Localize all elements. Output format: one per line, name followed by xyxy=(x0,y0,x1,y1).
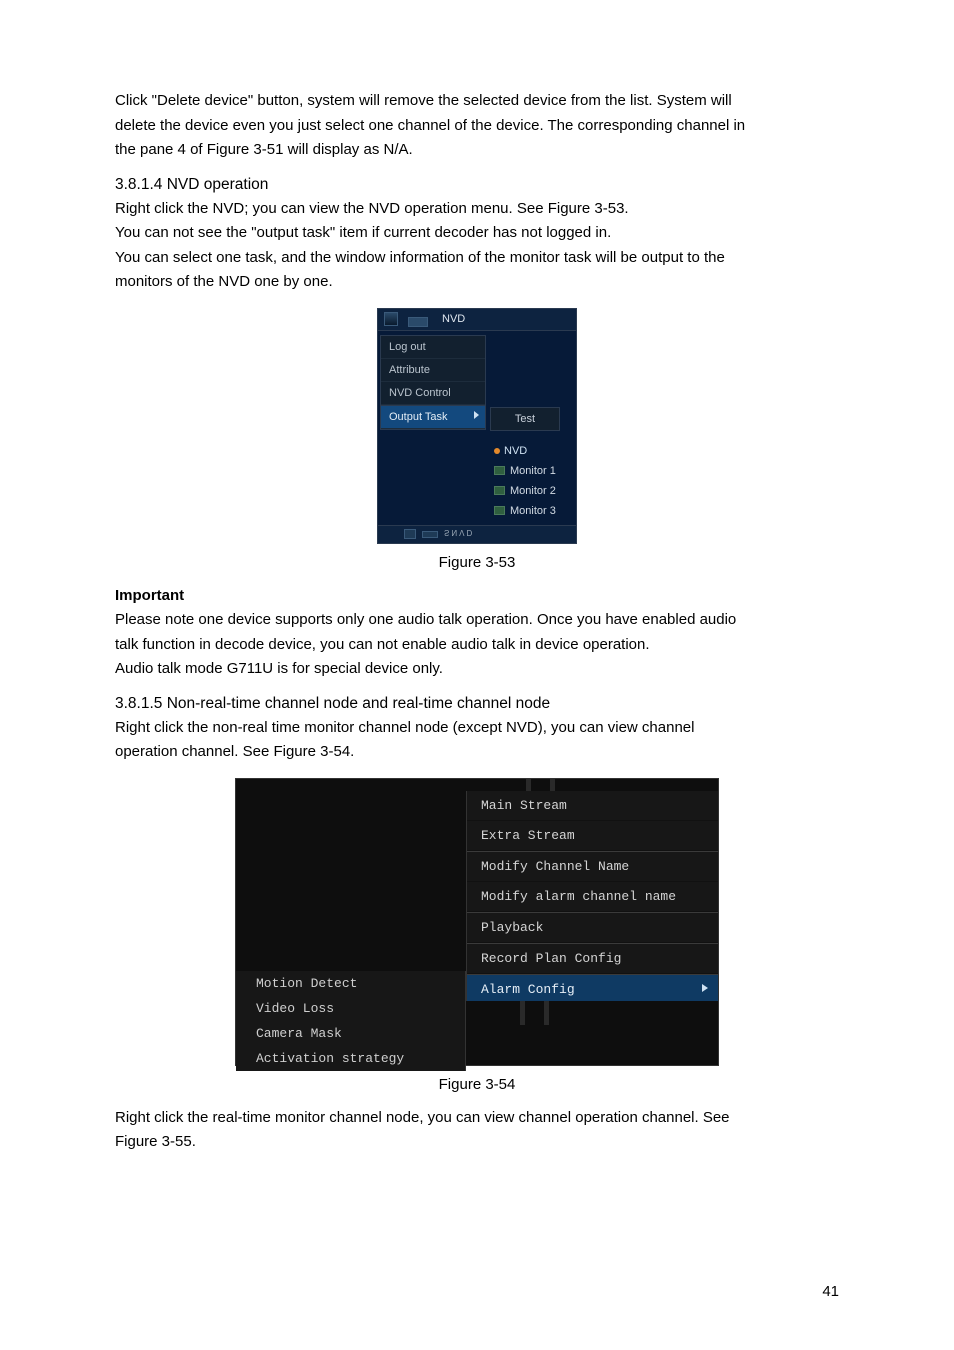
important-paragraph: Please note one device supports only one… xyxy=(115,609,839,681)
monitor-icon xyxy=(494,506,505,515)
text-line: Audio talk mode G711U is for special dev… xyxy=(115,658,839,681)
nvd-titlebar: NVD xyxy=(378,309,576,331)
grid-stub xyxy=(466,1001,718,1065)
menu-item-extra-stream[interactable]: Extra Stream xyxy=(467,821,718,851)
footer-text: SNVD xyxy=(444,528,474,537)
menu-item-modify-alarm-name[interactable]: Modify alarm channel name xyxy=(467,882,718,912)
figure-3-54-caption: Figure 3-54 xyxy=(115,1076,839,1093)
text-line: Please note one device supports only one… xyxy=(115,609,839,632)
text-line: Figure 3-55. xyxy=(115,1131,839,1154)
tree-node-label: Monitor 1 xyxy=(510,465,556,477)
monitor-icon xyxy=(494,466,505,475)
submenu-arrow-icon xyxy=(702,984,708,992)
text-line: You can not see the "output task" item i… xyxy=(115,222,839,245)
text-line: delete the device even you just select o… xyxy=(115,115,839,138)
titlebar-label: NVD xyxy=(442,313,465,325)
output-task-submenu: Test xyxy=(490,407,560,431)
text-line: Right click the real-time monitor channe… xyxy=(115,1107,839,1130)
menu-item-attribute[interactable]: Attribute xyxy=(381,359,485,382)
grid-line-icon xyxy=(526,779,531,791)
nvd-operation-paragraph: Right click the NVD; you can view the NV… xyxy=(115,198,839,294)
menu-item-record-plan[interactable]: Record Plan Config xyxy=(467,943,718,974)
blank-area xyxy=(236,791,466,971)
tree-root-nvd[interactable]: NVD xyxy=(494,443,572,461)
nvd-footer: SNVD xyxy=(378,525,576,543)
submenu-item-camera-mask[interactable]: Camera Mask xyxy=(236,1021,465,1046)
footer-icon xyxy=(422,531,438,538)
channel-node-paragraph: Right click the non-real time monitor ch… xyxy=(115,717,839,764)
device-tree: NVD Monitor 1 Monitor 2 Monitor 3 xyxy=(490,439,576,525)
text-line: talk function in decode device, you can … xyxy=(115,634,839,657)
menu-item-output-task[interactable]: Output Task xyxy=(381,405,485,429)
menu-item-logout[interactable]: Log out xyxy=(381,336,485,359)
figure-3-54-screenshot: Main Stream Extra Stream Modify Channel … xyxy=(235,778,719,1066)
context-menu: Log out Attribute NVD Control Output Tas… xyxy=(380,335,486,430)
figure-3-53-caption: Figure 3-53 xyxy=(115,554,839,571)
menu-item-label: Alarm Config xyxy=(481,982,575,997)
menu-item-modify-channel-name[interactable]: Modify Channel Name xyxy=(467,851,718,882)
text-line: Click "Delete device" button, system wil… xyxy=(115,90,839,113)
text-line: operation channel. See Figure 3-54. xyxy=(115,741,839,764)
text-line: monitors of the NVD one by one. xyxy=(115,271,839,294)
figure-3-53-screenshot: NVD Log out Attribute NVD Control Output… xyxy=(377,308,577,544)
text-line: Right click the NVD; you can view the NV… xyxy=(115,198,839,221)
tree-node-monitor-3[interactable]: Monitor 3 xyxy=(494,501,572,521)
tree-node-monitor-1[interactable]: Monitor 1 xyxy=(494,461,572,481)
window-icon xyxy=(408,317,428,327)
text-line: the pane 4 of Figure 3-51 will display a… xyxy=(115,139,839,162)
window-icon xyxy=(384,312,398,326)
footer-icon xyxy=(404,529,416,539)
delete-device-paragraph: Click "Delete device" button, system wil… xyxy=(115,90,839,162)
grid-line-icon xyxy=(550,779,555,791)
submenu-item-activation-strategy[interactable]: Activation strategy xyxy=(236,1046,465,1071)
heading-nvd-operation: 3.8.1.4 NVD operation xyxy=(115,176,839,194)
real-time-node-paragraph: Right click the real-time monitor channe… xyxy=(115,1107,839,1154)
grid-stub xyxy=(236,779,718,791)
tree-node-label: Monitor 3 xyxy=(510,505,556,517)
tree-dot-icon xyxy=(494,448,500,454)
menu-item-main-stream[interactable]: Main Stream xyxy=(467,791,718,821)
submenu-item-video-loss[interactable]: Video Loss xyxy=(236,996,465,1021)
important-heading: Important xyxy=(115,585,839,608)
submenu-item-motion-detect[interactable]: Motion Detect xyxy=(236,971,465,996)
menu-item-label: Output Task xyxy=(389,411,448,423)
tree-node-monitor-2[interactable]: Monitor 2 xyxy=(494,481,572,501)
channel-context-menu: Main Stream Extra Stream Modify Channel … xyxy=(466,791,718,1005)
submenu-item-test[interactable]: Test xyxy=(491,408,559,430)
menu-item-playback[interactable]: Playback xyxy=(467,912,718,943)
tree-node-label: Monitor 2 xyxy=(510,485,556,497)
tree-root-label: NVD xyxy=(504,445,527,457)
submenu-arrow-icon xyxy=(474,411,479,419)
grid-line-icon xyxy=(520,1001,525,1025)
menu-item-nvd-control[interactable]: NVD Control xyxy=(381,382,485,405)
heading-channel-node: 3.8.1.5 Non-real-time channel node and r… xyxy=(115,695,839,713)
text-line: You can select one task, and the window … xyxy=(115,247,839,270)
alarm-config-submenu: Motion Detect Video Loss Camera Mask Act… xyxy=(236,971,466,1071)
monitor-icon xyxy=(494,486,505,495)
page-number: 41 xyxy=(822,1283,839,1300)
grid-line-icon xyxy=(544,1001,549,1025)
text-line: Right click the non-real time monitor ch… xyxy=(115,717,839,740)
